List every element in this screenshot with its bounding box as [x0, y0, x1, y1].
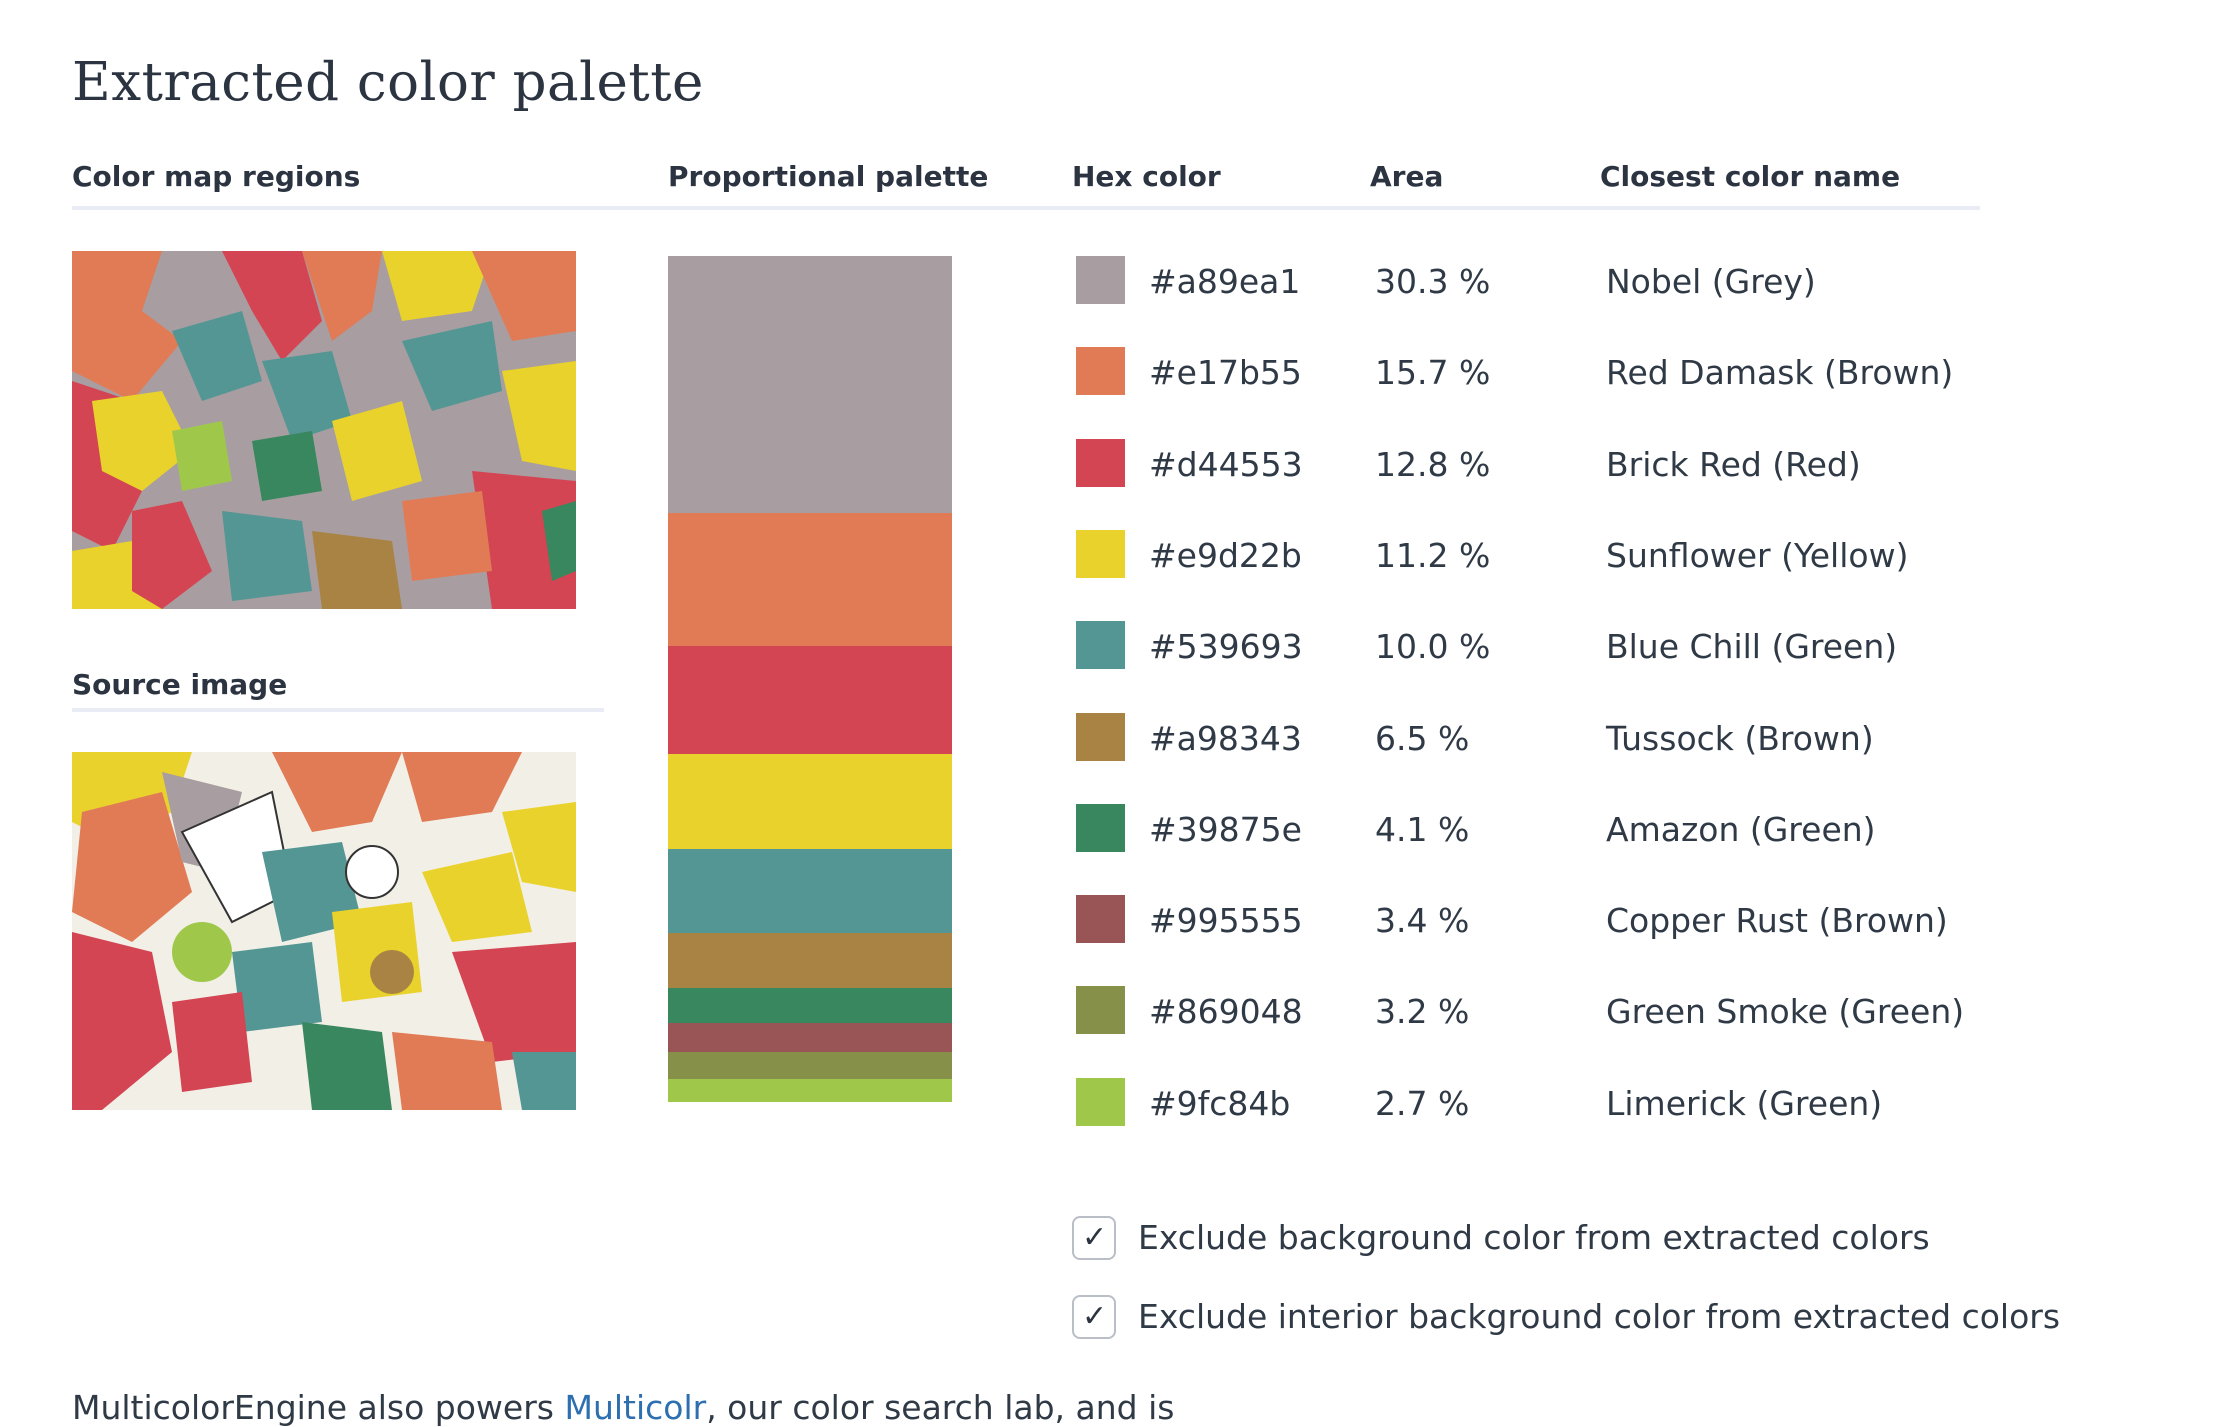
- area-value: 6.5 %: [1375, 718, 1470, 758]
- color-name: Copper Rust (Brown): [1606, 901, 1948, 941]
- color-swatch: [1076, 986, 1125, 1035]
- area-value: 30.3 %: [1375, 262, 1491, 301]
- color-name: Amazon (Green): [1606, 809, 1876, 849]
- hex-value: #a98343: [1149, 718, 1302, 758]
- proportional-palette-heading: Proportional palette: [668, 160, 989, 193]
- color-name: Red Damask (Brown): [1606, 353, 1954, 393]
- area-value: 3.2 %: [1375, 992, 1470, 1032]
- proportional-palette-bar: [668, 256, 952, 1102]
- color-swatch: [1076, 529, 1125, 578]
- page-title: Extracted color palette: [72, 52, 704, 113]
- palette-segment: [668, 753, 952, 849]
- color-row: #995555 3.4 % Copper Rust (Brown): [0, 895, 2224, 955]
- color-map-regions-image: [72, 251, 576, 609]
- area-value: 15.7 %: [1375, 353, 1491, 393]
- exclude-background-option[interactable]: ✓ Exclude background color from extracte…: [1072, 1216, 2212, 1266]
- area-value: 2.7 %: [1375, 1083, 1470, 1123]
- color-swatch: [1076, 438, 1125, 487]
- hex-value: #a89ea1: [1149, 262, 1301, 301]
- exclude-interior-background-label: Exclude interior background color from e…: [1138, 1297, 2061, 1336]
- color-name: Sunflower (Yellow): [1606, 535, 1909, 575]
- color-row: #539693 10.0 % Blue Chill (Green): [0, 621, 2224, 681]
- exclude-background-checkbox[interactable]: ✓: [1072, 1216, 1116, 1260]
- color-row: #a98343 6.5 % Tussock (Brown): [0, 712, 2224, 773]
- exclude-interior-background-option[interactable]: ✓ Exclude interior background color from…: [1072, 1295, 2212, 1345]
- checkmark-icon: ✓: [1082, 1220, 1108, 1255]
- checkmark-icon: ✓: [1082, 1299, 1108, 1334]
- color-swatch: [1076, 1077, 1125, 1126]
- exclude-interior-background-checkbox[interactable]: ✓: [1072, 1295, 1116, 1339]
- area-value: 4.1 %: [1375, 809, 1470, 849]
- palette-segment: [668, 933, 952, 989]
- source-image: [72, 752, 576, 1110]
- footer-text-before: MulticolorEngine also powers: [72, 1388, 565, 1427]
- exclude-background-label: Exclude background color from extracted …: [1138, 1218, 1930, 1257]
- color-row: #d44553 12.8 % Brick Red (Red): [0, 438, 2224, 499]
- multicolr-link[interactable]: Multicolr: [564, 1388, 707, 1427]
- color-row: #a89ea1 30.3 % Nobel (Grey): [0, 256, 2224, 316]
- hex-value: #539693: [1149, 627, 1303, 667]
- color-name: Green Smoke (Green): [1606, 992, 1965, 1032]
- source-image-divider: [72, 708, 604, 712]
- area-value: 12.8 %: [1375, 444, 1491, 484]
- color-swatch: [1076, 347, 1125, 396]
- hex-value: #e9d22b: [1149, 535, 1302, 575]
- color-row: #9fc84b 2.7 % Limerick (Green): [0, 1077, 2224, 1138]
- hex-value: #39875e: [1149, 809, 1302, 849]
- palette-segment: [668, 1079, 952, 1102]
- color-swatch: [1076, 803, 1125, 852]
- color-swatch: [1076, 895, 1125, 944]
- palette-segment: [668, 256, 952, 513]
- area-value: 3.4 %: [1375, 901, 1470, 941]
- hex-value: #d44553: [1149, 444, 1303, 484]
- hex-value: #995555: [1149, 901, 1303, 941]
- closest-color-name-heading: Closest color name: [1600, 160, 1901, 193]
- palette-segment: [668, 512, 952, 646]
- color-row: #39875e 4.1 % Amazon (Green): [0, 803, 2224, 864]
- color-swatch: [1076, 712, 1125, 761]
- color-name: Tussock (Brown): [1606, 718, 1874, 758]
- color-name: Blue Chill (Green): [1606, 627, 1898, 667]
- palette-segment: [668, 1051, 952, 1080]
- color-name: Nobel (Grey): [1606, 262, 1816, 301]
- footer-text-after: , our color search lab, and is: [706, 1388, 1175, 1427]
- color-row: #e9d22b 11.2 % Sunflower (Yellow): [0, 529, 2224, 590]
- palette-segment: [668, 988, 952, 1024]
- color-row: #869048 3.2 % Green Smoke (Green): [0, 986, 2224, 1046]
- color-name: Brick Red (Red): [1606, 444, 1861, 484]
- hex-value: #9fc84b: [1149, 1083, 1291, 1123]
- area-value: 11.2 %: [1375, 535, 1491, 575]
- color-map-regions-heading: Color map regions: [72, 160, 361, 193]
- palette-segment: [668, 1023, 952, 1052]
- color-swatch: [1076, 621, 1125, 670]
- source-image-heading: Source image: [72, 668, 288, 701]
- hex-value: #869048: [1149, 992, 1303, 1032]
- footer-text: MulticolorEngine also powers Multicolr, …: [72, 1388, 1174, 1427]
- color-name: Limerick (Green): [1606, 1083, 1883, 1123]
- palette-segment: [668, 848, 952, 934]
- area-heading: Area: [1370, 160, 1444, 193]
- area-value: 10.0 %: [1375, 627, 1491, 667]
- palette-segment: [668, 645, 952, 754]
- hex-color-heading: Hex color: [1072, 160, 1221, 193]
- color-row: #e17b55 15.7 % Red Damask (Brown): [0, 347, 2224, 407]
- hex-value: #e17b55: [1149, 353, 1302, 393]
- color-swatch: [1076, 256, 1125, 304]
- header-divider: [72, 206, 1980, 210]
